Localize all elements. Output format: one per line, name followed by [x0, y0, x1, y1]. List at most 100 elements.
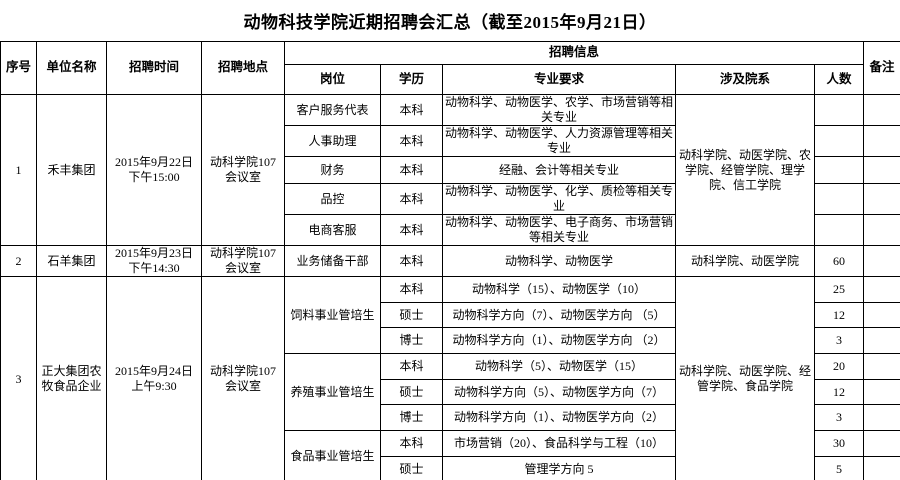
cell-remark [863, 156, 900, 184]
cell-major: 动物科学方向（5）、动物医学方向（7） [442, 378, 676, 406]
cell-count [813, 183, 865, 215]
cell-colleges: 动科学院、动医学院、经管学院、食品学院 [675, 276, 815, 480]
cell-degree: 本科 [380, 245, 443, 277]
cell-post: 食品事业管培生 [284, 430, 381, 480]
cell-post: 电商客服 [284, 214, 381, 246]
cell-degree: 硕士 [380, 455, 443, 480]
cell-major: 市场营销（20）、食品科学与工程（10） [442, 430, 676, 457]
header-remark: 备注 [863, 41, 900, 95]
cell-major: 管理学方向 5 [442, 455, 676, 480]
cell-count: 20 [813, 353, 865, 380]
cell-degree: 本科 [380, 214, 443, 246]
cell-degree: 硕士 [380, 378, 443, 406]
cell-major: 动物科学、动物医学、农学、市场营销等相关专业 [442, 94, 676, 126]
header-count: 人数 [813, 64, 865, 95]
table-row: 硕士 管理学方向 5 5 [1, 455, 900, 480]
cell-remark [863, 455, 900, 480]
cell-major: 经融、会计等相关专业 [442, 156, 676, 184]
cell-remark [863, 245, 900, 277]
cell-major: 动物科学（5）、动物医学（15） [442, 353, 676, 380]
header-row-top: 序号 单位名称 招聘时间 招聘地点 招聘信息 备注 [0, 41, 900, 95]
table-row: 食品事业管培生 本科 市场营销（20）、食品科学与工程（10） 30 [1, 430, 900, 480]
cell-major: 动物科学方向（1）、动物医学方向（2） [442, 404, 676, 432]
table-row: 硕士 动物科学方向（5）、动物医学方向（7） 12 [1, 378, 900, 406]
cell-degree: 本科 [380, 353, 443, 380]
cell-remark [863, 404, 900, 432]
recruitment-table: 序号 单位名称 招聘时间 招聘地点 招聘信息 备注 岗位 学历 专业要求 涉及院… [0, 41, 900, 480]
cell-major: 动物科学方向（1）、动物医学方向 （2） [442, 327, 676, 355]
cell-seq: 2 [0, 245, 37, 277]
cell-count: 5 [813, 455, 865, 480]
cell-degree: 博士 [380, 404, 443, 432]
cell-seq: 1 [0, 94, 37, 246]
cell-post: 人事助理 [284, 125, 381, 157]
cell-count: 12 [813, 378, 865, 406]
cell-remark [863, 353, 900, 380]
cell-count [813, 214, 865, 246]
cell-remark [863, 183, 900, 215]
cell-time: 2015年9月24日 上午9:30 [106, 276, 202, 480]
cell-remark [863, 430, 900, 457]
cell-remark [863, 378, 900, 406]
cell-time: 2015年9月23日 下午14:30 [106, 245, 202, 277]
cell-count [813, 125, 865, 157]
cell-major: 动物科学、动物医学、电子商务、市场营销等相关专业 [442, 214, 676, 246]
cell-count: 25 [813, 276, 865, 303]
cell-post: 客户服务代表 [284, 94, 381, 126]
cell-degree: 本科 [380, 183, 443, 215]
cell-degree: 本科 [380, 276, 443, 303]
cell-count: 60 [813, 245, 865, 277]
header-post: 岗位 [284, 64, 381, 95]
table-row: 品控 本科 动物科学、动物医学、化学、质检等相关专业 [1, 183, 900, 215]
cell-remark [863, 327, 900, 355]
cell-company: 正大集团农牧食品企业 [36, 276, 107, 480]
cell-degree: 本科 [380, 156, 443, 184]
cell-major: 动物科学方向（7）、动物医学方向 （5） [442, 301, 676, 329]
cell-major: 动物科学、动物医学、化学、质检等相关专业 [442, 183, 676, 215]
header-major: 专业要求 [442, 64, 676, 95]
cell-remark [863, 276, 900, 303]
cell-degree: 本科 [380, 94, 443, 126]
cell-degree: 本科 [380, 125, 443, 157]
cell-count [813, 156, 865, 184]
cell-company: 禾丰集团 [36, 94, 107, 246]
cell-seq: 3 [0, 276, 37, 480]
header-time: 招聘时间 [106, 41, 202, 95]
table-row: 3 正大集团农牧食品企业 2015年9月24日 上午9:30 动科学院107 会… [0, 275, 900, 480]
header-seq: 序号 [0, 41, 37, 95]
cell-remark [863, 214, 900, 246]
header-colleges: 涉及院系 [675, 64, 815, 95]
cell-degree: 硕士 [380, 301, 443, 329]
header-degree: 学历 [380, 64, 443, 95]
header-company: 单位名称 [36, 41, 107, 95]
cell-degree: 本科 [380, 430, 443, 457]
page-title: 动物科技学院近期招聘会汇总（截至2015年9月21日） [243, 13, 657, 32]
cell-major: 动物科学、动物医学 [442, 245, 676, 277]
cell-remark [863, 94, 900, 126]
cell-major: 动物科学（15）、动物医学（10） [442, 276, 676, 303]
cell-location: 动科学院107 会议室 [201, 94, 285, 246]
cell-location: 动科学院107 会议室 [201, 276, 285, 480]
cell-colleges: 动科学院、动医学院、农学院、经管学院、理学院、信工学院 [675, 94, 815, 246]
cell-company: 石羊集团 [36, 245, 107, 277]
header-location: 招聘地点 [201, 41, 285, 95]
table-row: 财务 本科 经融、会计等相关专业 [1, 156, 900, 184]
table-row: 1 禾丰集团 2015年9月22日 下午15:00 动科学院107 会议室 客户… [0, 94, 900, 246]
cell-post: 养殖事业管培生 [284, 353, 381, 432]
cell-colleges: 动科学院、动医学院 [675, 245, 815, 277]
cell-time: 2015年9月22日 下午15:00 [106, 94, 202, 246]
cell-count [813, 94, 865, 126]
cell-count: 3 [813, 327, 865, 355]
cell-post: 饲料事业管培生 [284, 275, 381, 355]
header-row-sub: 岗位 学历 专业要求 涉及院系 人数 [1, 64, 900, 95]
cell-post: 财务 [284, 156, 381, 184]
cell-count: 30 [813, 430, 865, 457]
cell-post: 业务储备干部 [284, 245, 381, 277]
header-info: 招聘信息 [283, 41, 865, 65]
table-row: 养殖事业管培生 本科 动物科学（5）、动物医学（15） 20 [1, 353, 900, 432]
cell-location: 动科学院107 会议室 [201, 245, 285, 277]
cell-post: 品控 [284, 183, 381, 215]
cell-count: 12 [813, 301, 865, 329]
cell-major: 动物科学、动物医学、人力资源管理等相关专业 [442, 125, 676, 157]
